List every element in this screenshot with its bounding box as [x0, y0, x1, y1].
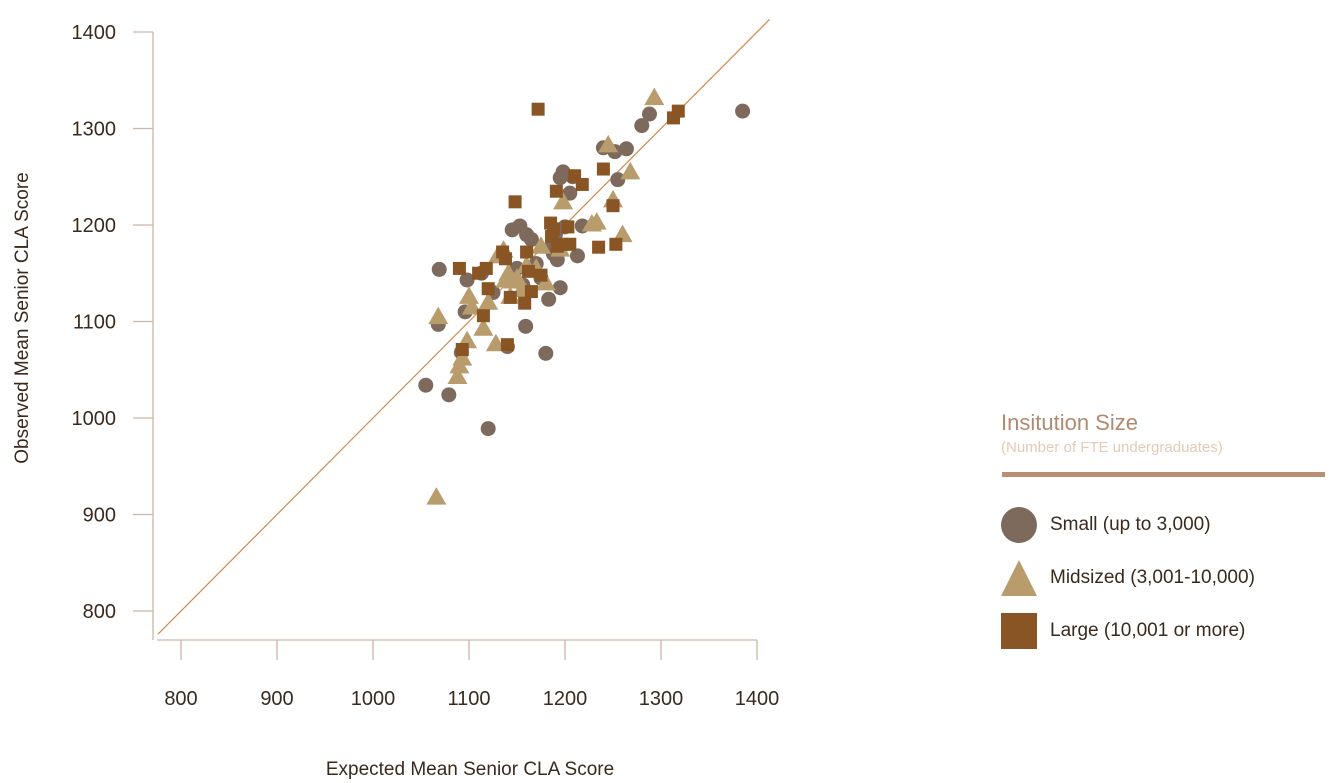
y-tick-label: 1300	[72, 119, 117, 141]
data-point-triangle	[553, 191, 574, 210]
data-point-square	[531, 102, 545, 116]
data-point-square	[498, 252, 512, 266]
legend-subtitle: (Number of FTE undergraduates)	[1001, 439, 1223, 456]
data-point-square	[546, 222, 560, 236]
data-point-triangle	[461, 297, 482, 315]
data-point-square	[518, 296, 532, 310]
x-tick-label: 1300	[639, 688, 684, 710]
y-axis-title: Observed Mean Senior CLA Score	[12, 172, 33, 464]
x-axis-title: Expected Mean Senior CLA Score	[326, 759, 614, 780]
data-point-circle	[641, 106, 657, 122]
data-point-triangle	[620, 161, 641, 180]
data-point-triangle	[586, 212, 607, 230]
legend-label-small: Small (up to 3,000)	[1050, 514, 1211, 535]
data-point-circle	[569, 248, 585, 264]
triangle-marker-icon	[1001, 560, 1037, 596]
data-point-circle	[562, 185, 578, 201]
y-tick-label: 1100	[73, 312, 116, 334]
data-point-square	[549, 184, 563, 198]
legend-item-small: Small (up to 3,000)	[1000, 505, 1330, 545]
x-tick-label: 1400	[735, 688, 780, 710]
y-tick-label: 800	[83, 601, 116, 623]
data-point-circle	[610, 172, 626, 188]
square-marker-icon	[1001, 613, 1037, 649]
legend-item-midsized: Midsized (3,001-10,000)	[1000, 558, 1330, 598]
data-point-circle	[441, 387, 457, 403]
data-point-triangle	[426, 487, 447, 505]
data-point-triangle	[447, 366, 468, 385]
data-point-square	[455, 342, 469, 356]
data-point-square	[575, 177, 589, 191]
data-point-circle	[538, 345, 554, 361]
data-point-triangle	[598, 134, 619, 153]
data-point-circle	[618, 141, 634, 157]
data-point-circle	[735, 103, 751, 119]
y-tick-label: 1400	[72, 22, 117, 44]
data-point-circle	[541, 291, 557, 307]
legend-label-large: Large (10,001 or more)	[1050, 620, 1246, 641]
data-point-triangle	[531, 236, 551, 254]
data-point-square	[522, 264, 536, 278]
circle-marker-icon	[1001, 507, 1037, 543]
data-point-square	[561, 220, 575, 234]
x-tick-label: 1200	[543, 688, 588, 710]
y-tick-label: 1000	[72, 408, 117, 430]
legend-item-large: Large (10,001 or more)	[1000, 611, 1330, 651]
y-tick-label: 900	[83, 505, 116, 527]
legend-label-midsized: Midsized (3,001-10,000)	[1050, 567, 1255, 588]
data-point-triangle	[644, 87, 665, 106]
data-point-circle	[523, 231, 539, 247]
data-point-circle	[634, 118, 650, 134]
data-point-triangle	[485, 333, 506, 352]
data-point-square	[481, 282, 495, 296]
data-point-triangle	[612, 224, 633, 243]
x-tick-label: 1000	[351, 688, 396, 710]
data-point-triangle	[459, 286, 479, 304]
data-point-square	[534, 268, 548, 282]
data-point-circle	[431, 261, 447, 277]
data-point-square	[520, 245, 534, 259]
data-point-circle	[480, 421, 496, 437]
data-point-square	[563, 237, 577, 251]
data-point-square	[524, 285, 538, 299]
data-point-triangle	[428, 306, 449, 325]
x-tick-label: 900	[260, 688, 293, 710]
data-point-square	[508, 195, 522, 209]
legend-title: Insitution Size	[1001, 410, 1138, 435]
data-point-square	[596, 162, 610, 176]
data-point-square	[503, 290, 517, 304]
data-point-triangle	[478, 292, 499, 310]
data-point-circle	[518, 318, 534, 334]
data-point-square	[671, 104, 685, 118]
data-point-square	[479, 261, 493, 275]
data-point-triangle	[452, 348, 473, 366]
data-point-square	[609, 237, 623, 251]
legend-divider	[1002, 472, 1325, 477]
data-point-circle	[418, 377, 434, 393]
data-point-square	[452, 261, 466, 275]
data-point-square	[592, 240, 606, 254]
y-tick-label: 1200	[72, 215, 117, 237]
data-point-square	[606, 199, 620, 213]
x-tick-label: 1100	[447, 688, 490, 710]
legend: Insitution Size (Number of FTE undergrad…	[1000, 408, 1330, 651]
x-tick-label: 800	[164, 688, 197, 710]
data-point-triangle	[473, 318, 494, 336]
data-point-circle	[552, 280, 568, 296]
data-point-circle	[459, 272, 475, 288]
data-point-square	[476, 309, 490, 323]
data-point-square	[500, 338, 514, 352]
